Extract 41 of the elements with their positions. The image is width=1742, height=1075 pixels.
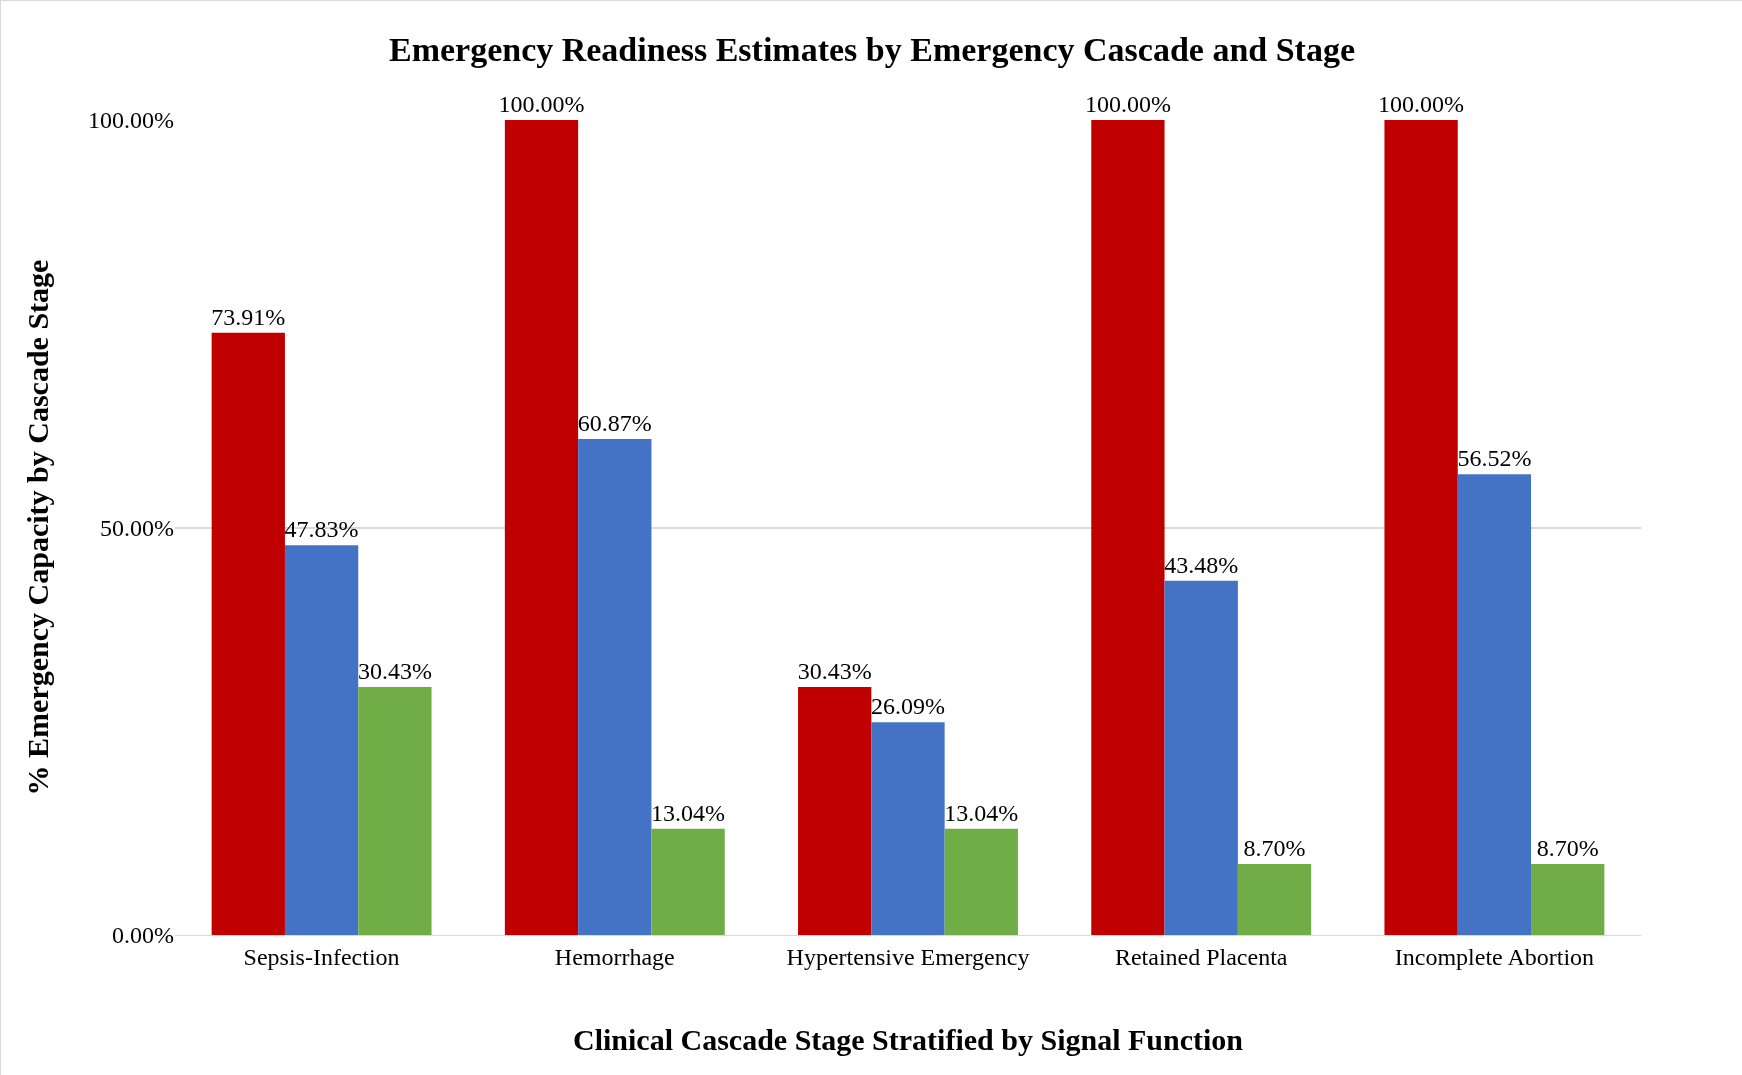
- chart-title: Emergency Readiness Estimates by Emergency Cascade and Stage: [388, 31, 1356, 69]
- y-tick-label: 100.00%: [88, 107, 174, 134]
- y-tick-label: 0.00%: [112, 922, 174, 949]
- bar: [798, 687, 872, 935]
- bar: [944, 828, 1018, 935]
- data-label: 30.43%: [357, 658, 432, 684]
- data-label: 100.00%: [1378, 91, 1465, 117]
- data-label: 30.43%: [797, 658, 872, 684]
- x-tick-label: Hemorrhage: [554, 943, 675, 970]
- bar: [284, 545, 359, 935]
- bar: [1384, 120, 1458, 935]
- bar: [651, 828, 725, 935]
- data-label: 100.00%: [498, 91, 585, 117]
- bar: [504, 120, 579, 935]
- data-label: 47.83%: [284, 516, 359, 543]
- data-label: 13.04%: [944, 799, 1019, 826]
- data-label: 100.00%: [1084, 91, 1171, 117]
- data-label: 60.87%: [577, 409, 652, 436]
- x-tick-label: Hypertensive Emergency: [786, 943, 1030, 970]
- y-axis-title: % Emergency Capacity by Cascade Stage: [21, 259, 54, 796]
- bar: [578, 438, 652, 935]
- bar: [211, 332, 285, 935]
- bar: [1164, 580, 1238, 935]
- bar: [358, 687, 432, 935]
- bar: [1457, 474, 1532, 935]
- bar: [1091, 120, 1165, 935]
- data-label: 26.09%: [871, 693, 945, 720]
- y-tick-label: 50.00%: [100, 514, 174, 541]
- x-tick-label: Retained Placenta: [1114, 943, 1288, 970]
- data-label: 13.04%: [651, 799, 726, 826]
- bar: [1237, 864, 1312, 935]
- x-tick-label: Incomplete Abortion: [1394, 943, 1595, 970]
- data-label: 43.48%: [1164, 551, 1239, 578]
- bar: [871, 722, 945, 935]
- data-label: 56.52%: [1457, 445, 1532, 472]
- data-label: 73.91%: [211, 303, 286, 330]
- data-label: 8.70%: [1243, 835, 1306, 862]
- x-tick-label: Sepsis-Infection: [243, 943, 400, 970]
- data-label: 8.70%: [1536, 835, 1599, 862]
- bar: [1531, 864, 1605, 935]
- x-axis-title: Clinical Cascade Stage Stratified by Signal Function: [572, 1023, 1244, 1057]
